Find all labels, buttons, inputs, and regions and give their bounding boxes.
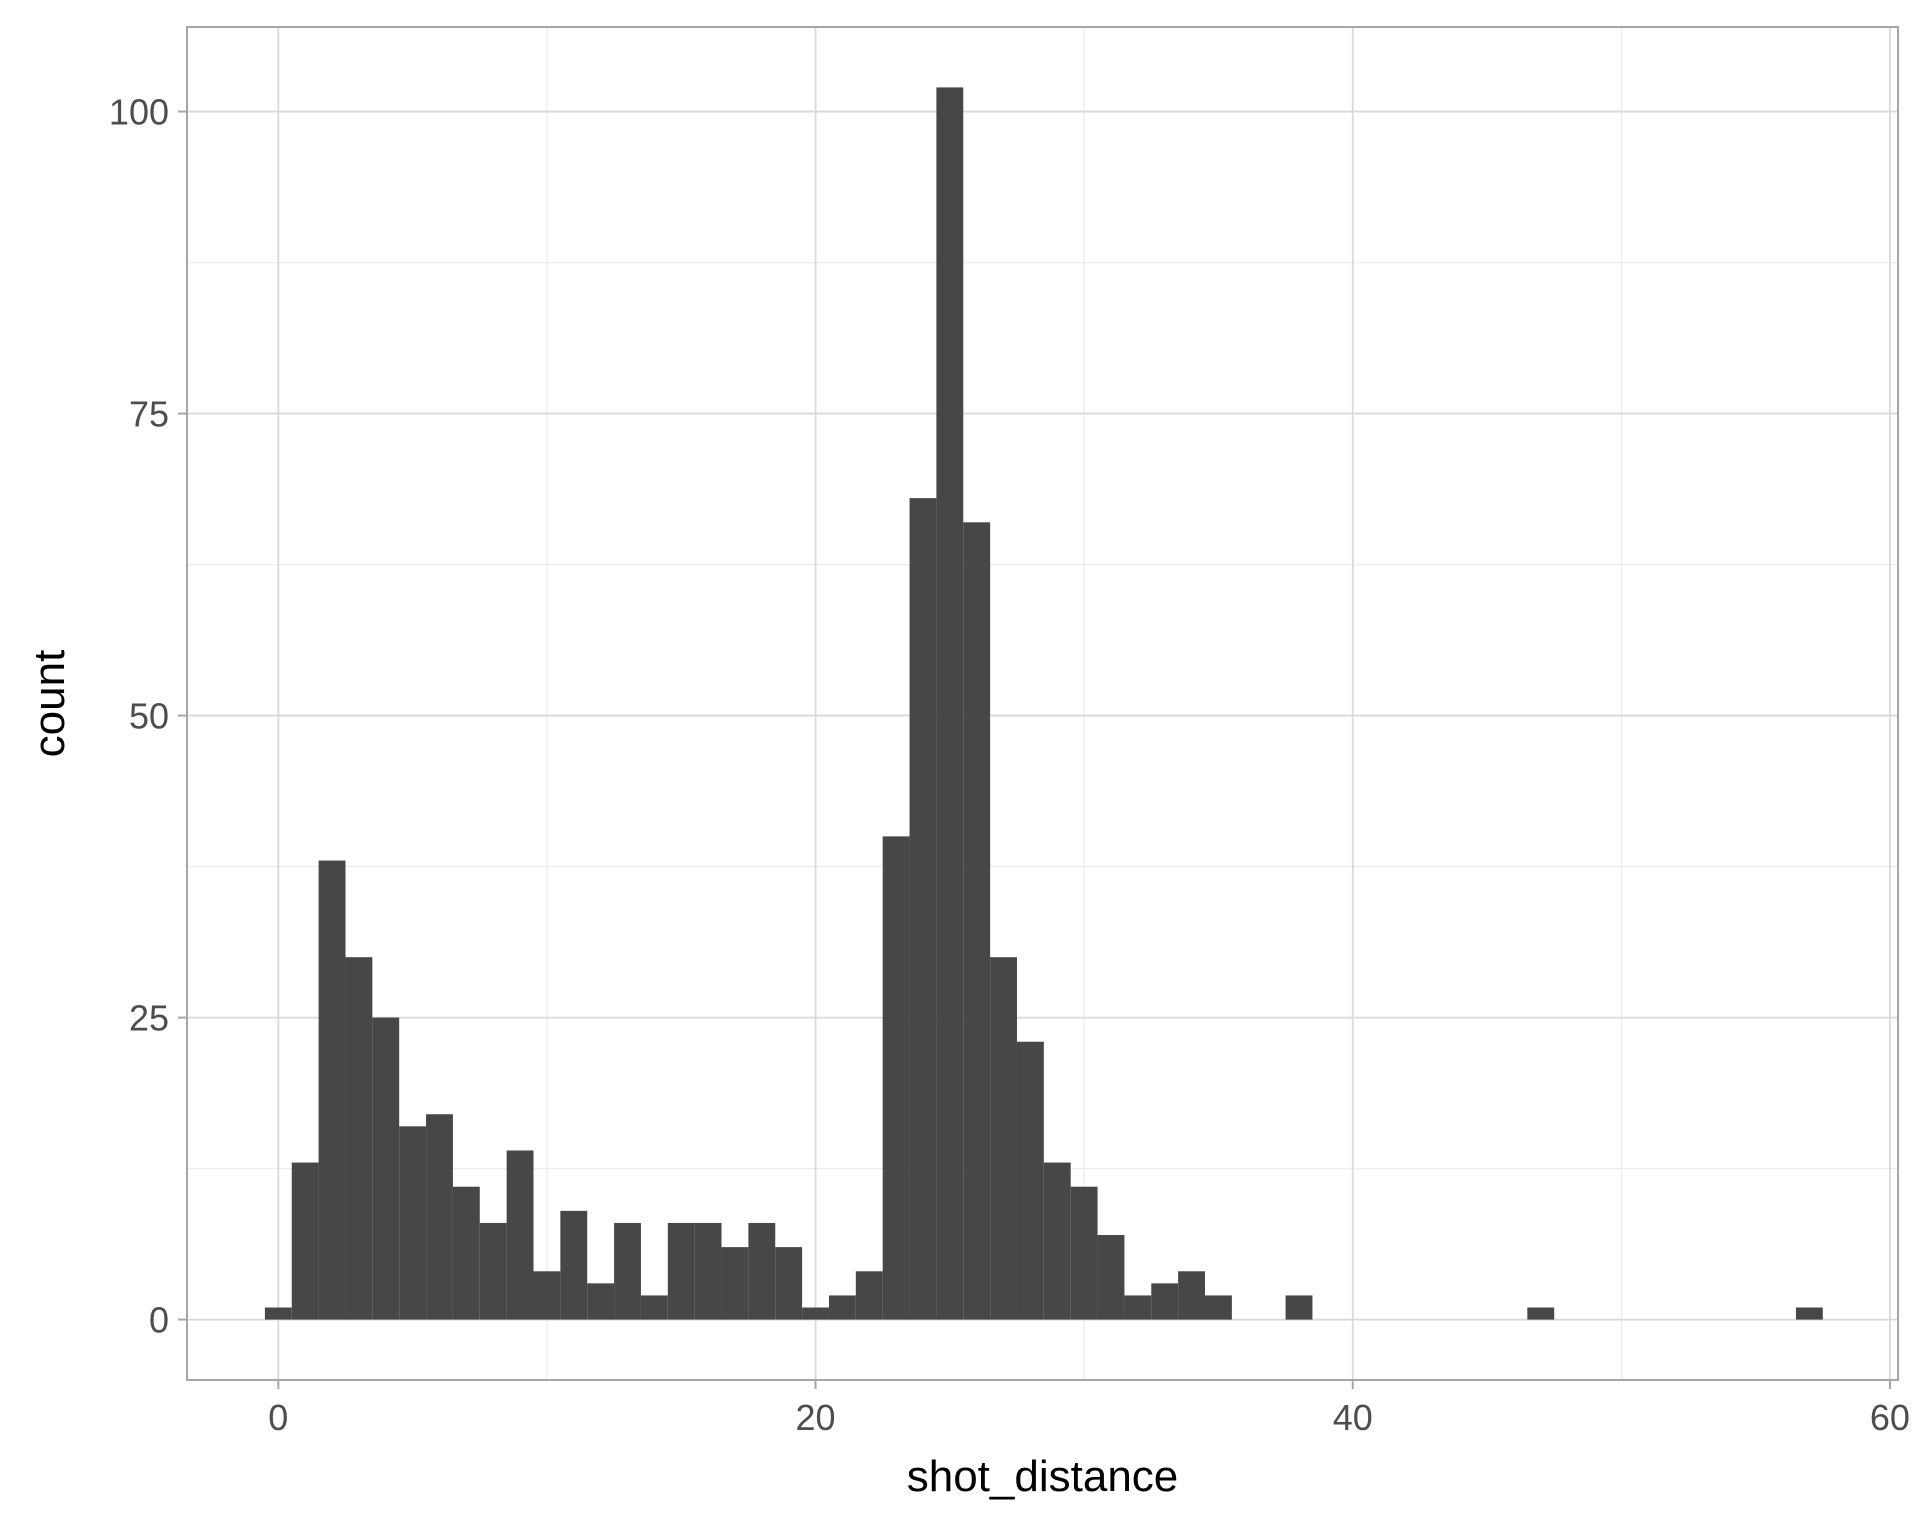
histogram-bar xyxy=(748,1222,776,1320)
x-tick-label: 20 xyxy=(796,1397,836,1438)
histogram-bar xyxy=(963,522,991,1320)
histogram-bar xyxy=(802,1307,829,1320)
histogram-bar xyxy=(855,1271,883,1320)
x-tick-label: 60 xyxy=(1870,1397,1910,1438)
panel-border xyxy=(186,26,1899,1381)
histogram-bar xyxy=(614,1222,641,1320)
histogram-bar xyxy=(1795,1307,1823,1320)
histogram-bar xyxy=(1178,1271,1206,1320)
histogram-bar xyxy=(372,1017,400,1320)
histogram-bar xyxy=(506,1150,534,1320)
histogram-bar xyxy=(882,836,910,1320)
histogram-bar xyxy=(1527,1307,1555,1320)
histogram-bar xyxy=(345,957,373,1320)
histogram-bar xyxy=(426,1114,453,1320)
histogram-bar xyxy=(1151,1283,1179,1320)
histogram-bars xyxy=(264,87,1823,1320)
histogram-bar xyxy=(694,1222,722,1320)
histogram-bar xyxy=(667,1222,695,1320)
x-axis-ticks: 0 20 40 60 xyxy=(268,1380,1910,1438)
histogram-bar xyxy=(264,1307,292,1320)
histogram-bar xyxy=(640,1295,668,1320)
histogram-bar xyxy=(479,1222,507,1320)
histogram-bar xyxy=(828,1295,856,1320)
histogram-bar xyxy=(1285,1295,1313,1320)
histogram-bar xyxy=(452,1186,480,1320)
x-tick-label: 0 xyxy=(268,1397,288,1438)
histogram-bar xyxy=(533,1271,561,1320)
histogram-bar xyxy=(291,1162,319,1320)
histogram-bar xyxy=(1043,1162,1071,1320)
histogram-bar xyxy=(318,860,346,1320)
histogram-bar xyxy=(909,498,937,1320)
x-tick-label: 40 xyxy=(1333,1397,1373,1438)
y-tick-label: 100 xyxy=(109,92,169,133)
histogram-bar xyxy=(936,87,964,1320)
histogram-bar xyxy=(775,1247,803,1320)
y-tick-label: 75 xyxy=(129,394,169,435)
histogram-bar xyxy=(1124,1295,1152,1320)
y-tick-label: 0 xyxy=(149,1300,169,1341)
histogram-bar xyxy=(587,1283,615,1320)
histogram-bar xyxy=(1016,1041,1044,1320)
y-tick-label: 50 xyxy=(129,696,169,737)
histogram-bar xyxy=(1205,1295,1232,1320)
histogram-bar xyxy=(721,1247,749,1320)
histogram-bar xyxy=(1070,1186,1098,1320)
y-axis-ticks: 0 25 50 75 100 xyxy=(109,92,187,1341)
y-tick-label: 25 xyxy=(129,998,169,1039)
major-gridlines xyxy=(187,27,1898,1380)
histogram-bar xyxy=(399,1126,427,1320)
y-axis-title: count xyxy=(25,650,74,758)
histogram-bar xyxy=(560,1210,588,1320)
histogram-bar xyxy=(990,957,1017,1320)
x-axis-title: shot_distance xyxy=(907,1452,1179,1501)
histogram-bar xyxy=(1097,1235,1125,1320)
